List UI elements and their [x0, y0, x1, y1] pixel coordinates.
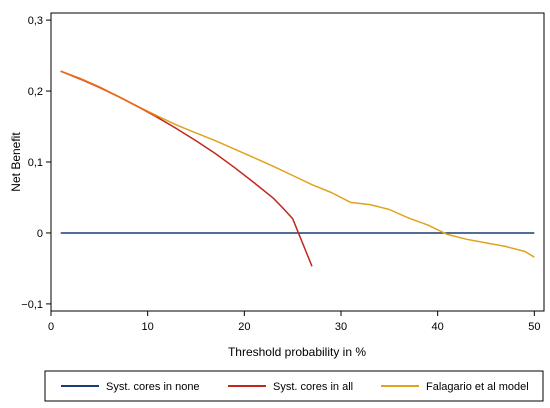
x-tick-label: 50 — [528, 321, 540, 333]
x-tick-label: 40 — [432, 321, 444, 333]
legend-item-syst-cores-in-all: Syst. cores in all — [228, 381, 353, 393]
legend-box — [44, 370, 544, 402]
series-layer — [60, 70, 535, 267]
legend-label: Syst. cores in none — [106, 381, 200, 393]
x-axis: 0 10 20 30 40 50 — [48, 311, 540, 333]
y-axis-label: Net Benefit — [9, 132, 23, 192]
y-tick-label: 0,1 — [28, 157, 43, 169]
legend-item-falagario-model: Falagario et al model — [381, 381, 529, 393]
legend: Syst. cores in none Syst. cores in all Fal… — [61, 381, 529, 393]
x-tick-label: 0 — [48, 321, 54, 333]
x-tick-label: 30 — [335, 321, 347, 333]
x-axis-label: Threshold probability in % — [228, 345, 366, 359]
y-tick-label: 0,2 — [28, 86, 43, 98]
y-tick-label: 0,3 — [28, 15, 43, 27]
legend-label: Falagario et al model — [426, 381, 529, 393]
series-overlap-segment — [60, 70, 158, 118]
legend-label: Syst. cores in all — [273, 381, 353, 393]
y-tick-label: −0,1 — [21, 299, 43, 311]
x-tick-label: 20 — [238, 321, 250, 333]
x-tick-label: 10 — [142, 321, 154, 333]
y-tick-label: 0 — [37, 228, 43, 240]
legend-item-syst-cores-in-none: Syst. cores in none — [61, 381, 200, 393]
y-axis: −0,1 0 0,1 0,2 0,3 — [21, 15, 51, 311]
